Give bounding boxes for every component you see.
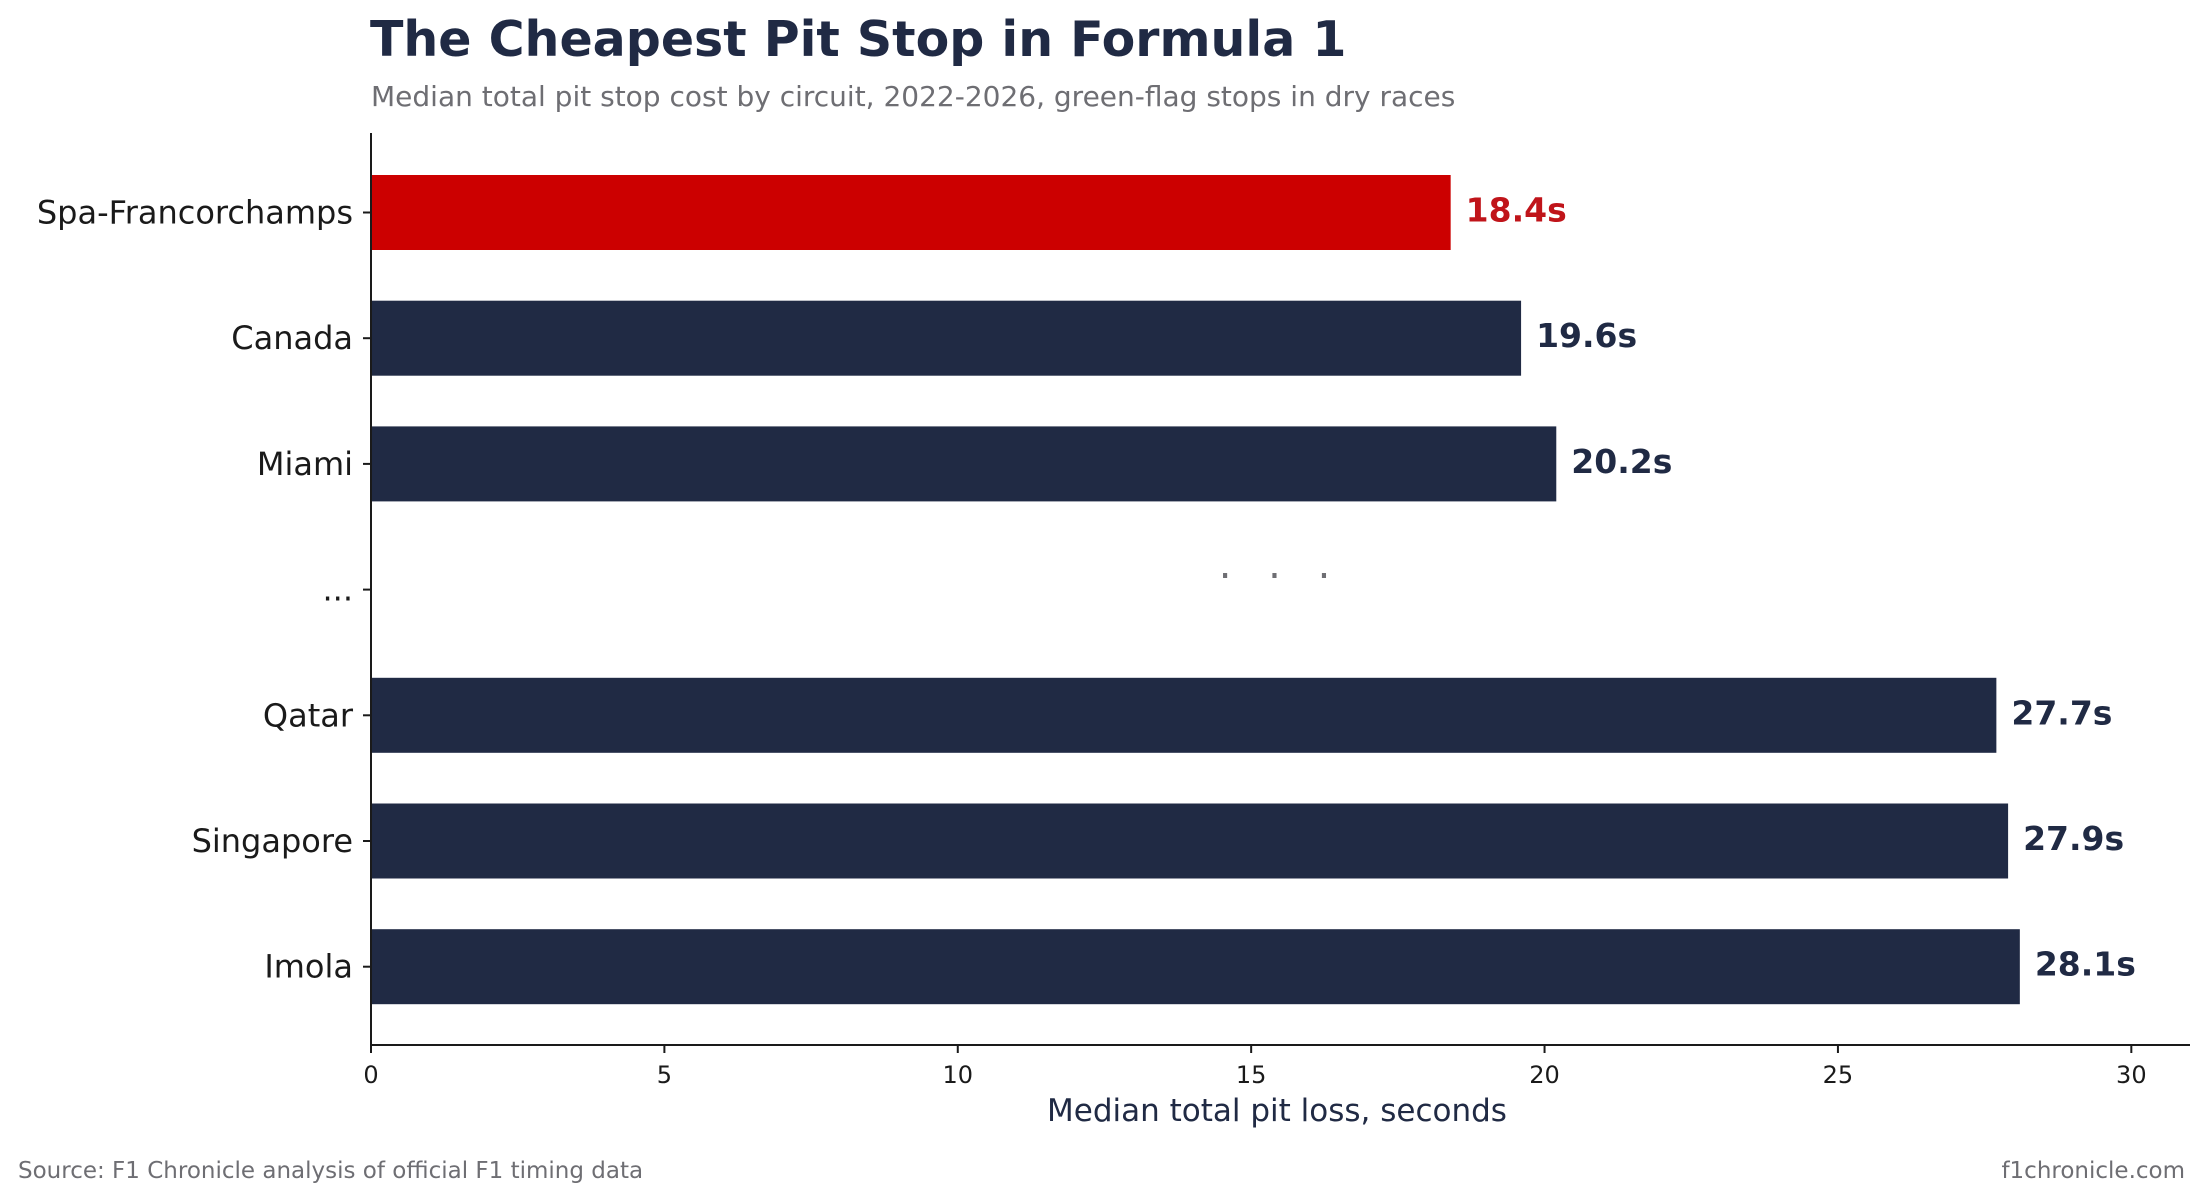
value-label-canada: 19.6s	[1536, 316, 1637, 355]
bar-qatar	[371, 677, 1997, 753]
x-tick-label-30: 30	[2116, 1061, 2147, 1089]
chart-title: The Cheapest Pit Stop in Formula 1	[370, 11, 1346, 68]
bar-miami	[371, 426, 1557, 502]
category-label-canada: Canada	[231, 319, 353, 357]
category-label-imola: Imola	[264, 948, 353, 986]
x-tick-label-20: 20	[1529, 1061, 1560, 1089]
x-tick-label-5: 5	[657, 1061, 672, 1089]
axes: 0 5 10 15 20 25 30	[363, 133, 2190, 1089]
value-label-imola: 28.1s	[2035, 945, 2136, 984]
bar-canada	[371, 300, 1522, 376]
site-credit: f1chronicle.com	[2001, 1158, 2185, 1184]
value-label-spa-francorchamps: 18.4s	[1466, 191, 1567, 230]
category-label-qatar: Qatar	[263, 696, 354, 734]
category-label-singapore: Singapore	[192, 822, 353, 860]
category-label-gap: ...	[322, 571, 353, 609]
category-labels: Spa-Francorchamps Canada Miami... Qatar Sing…	[37, 194, 354, 986]
bar-imola	[371, 929, 2020, 1005]
gap-indicator: · · ·	[1219, 554, 1343, 600]
x-tick-label-15: 15	[1236, 1061, 1267, 1089]
x-axis-label: Median total pit loss, seconds	[1047, 1093, 1507, 1129]
value-label-miami: 20.2s	[1571, 442, 1672, 481]
bar-singapore	[371, 803, 2009, 879]
bar-spa-francorchamps	[371, 175, 1451, 250]
value-labels: 18.4s 19.6s 20.2s · · · 27.7s 27.9s 28.1s	[1219, 191, 2136, 984]
bars-layer	[371, 175, 2020, 1005]
x-tick-label-0: 0	[363, 1061, 378, 1089]
value-label-qatar: 27.7s	[2011, 693, 2112, 732]
category-label-miami: Miami	[257, 445, 353, 483]
source-note: Source: F1 Chronicle analysis of officia…	[18, 1158, 643, 1184]
category-label-spa-francorchamps: Spa-Francorchamps	[37, 194, 353, 232]
x-tick-label-25: 25	[1823, 1061, 1854, 1089]
value-label-singapore: 27.9s	[2023, 819, 2124, 858]
x-tick-label-10: 10	[943, 1061, 974, 1089]
chart-subtitle: Median total pit stop cost by circuit, 2…	[371, 80, 1455, 113]
